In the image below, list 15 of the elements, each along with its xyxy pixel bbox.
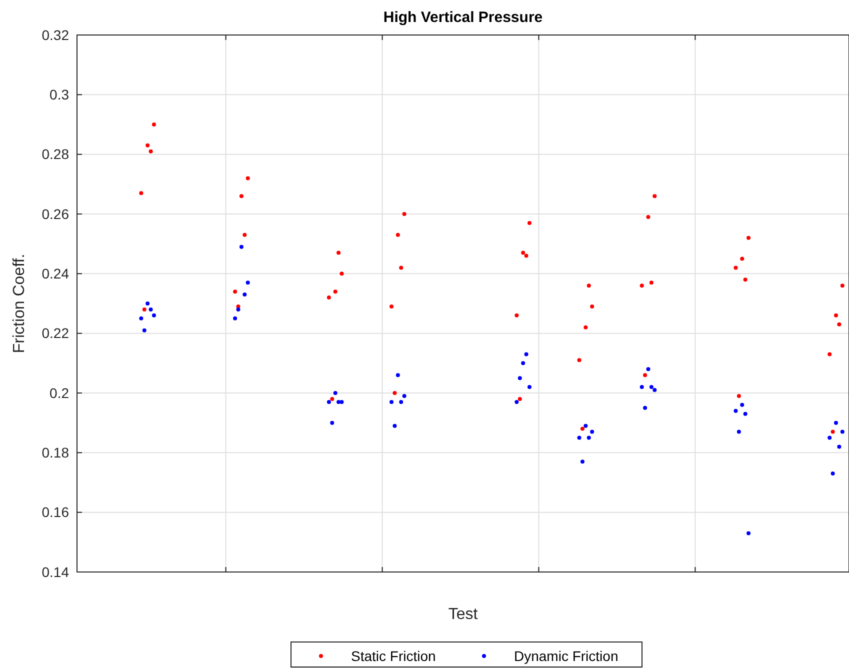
chart-title: High Vertical Pressure: [383, 9, 543, 26]
x-axis-title: Test: [448, 606, 478, 623]
y-tick-label: 0.28: [42, 146, 70, 162]
legend-label: Dynamic Friction: [514, 648, 618, 664]
y-tick-label: 0.16: [42, 504, 70, 520]
y-tick-label: 0.18: [42, 444, 70, 461]
y-tick-label: 0.22: [42, 325, 70, 342]
y-tick-label: 0.3: [50, 86, 70, 103]
y-tick-label: 0.32: [42, 26, 70, 43]
y-axis-title: Friction Coeff.: [11, 254, 28, 354]
y-tick-label: 0.14: [42, 564, 70, 580]
y-tick-label: 0.26: [42, 206, 70, 222]
y-tick-label: 0.24: [42, 266, 70, 282]
legend-label: Static Friction: [351, 648, 436, 664]
y-tick-label: 0.2: [50, 384, 70, 401]
